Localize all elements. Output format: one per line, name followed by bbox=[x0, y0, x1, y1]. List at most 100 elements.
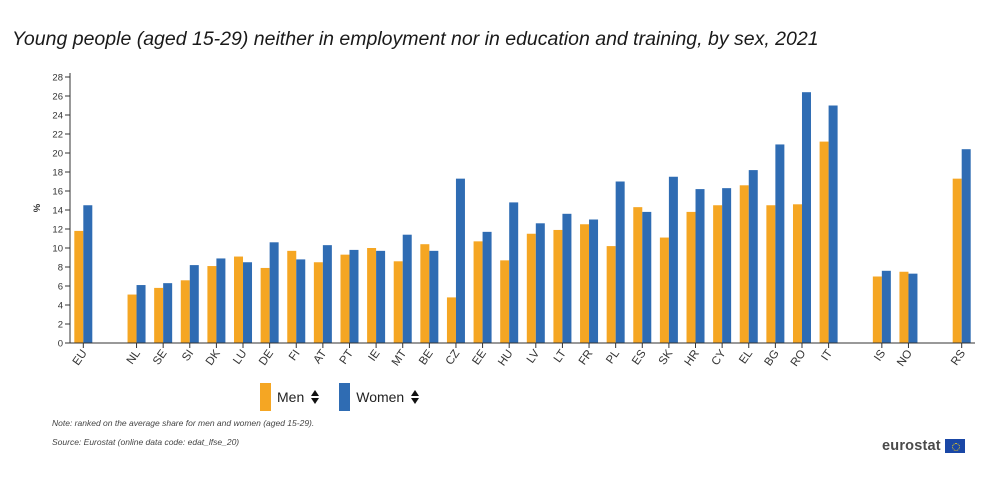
bar-women-be[interactable] bbox=[429, 250, 439, 343]
x-tick-label: IE bbox=[366, 348, 382, 364]
x-tick-label: EL bbox=[737, 347, 755, 366]
y-tick-label: 20 bbox=[52, 149, 63, 160]
bar-women-ee[interactable] bbox=[482, 231, 492, 343]
bar-women-is[interactable] bbox=[881, 270, 891, 343]
legend: Men Women bbox=[260, 383, 421, 411]
bar-men-rs[interactable] bbox=[952, 178, 962, 343]
bar-women-ro[interactable] bbox=[801, 92, 811, 343]
bar-women-pl[interactable] bbox=[615, 181, 625, 344]
bar-men-el[interactable] bbox=[739, 185, 749, 343]
bar-men-cy[interactable] bbox=[713, 205, 723, 343]
x-tick-label: SK bbox=[657, 348, 676, 368]
bar-men-it[interactable] bbox=[819, 141, 829, 343]
bar-men-nl[interactable] bbox=[127, 294, 137, 343]
y-tick-label: 0 bbox=[58, 339, 63, 350]
y-tick-label: 28 bbox=[52, 73, 63, 84]
bar-men-pt[interactable] bbox=[340, 254, 350, 343]
bar-women-no[interactable] bbox=[908, 273, 918, 343]
legend-label-women: Women bbox=[356, 389, 405, 405]
bar-women-at[interactable] bbox=[322, 245, 332, 343]
logo-text: eurostat bbox=[882, 438, 941, 454]
bar-women-bg[interactable] bbox=[775, 144, 785, 343]
bar-men-hr[interactable] bbox=[686, 211, 696, 343]
bar-men-ro[interactable] bbox=[792, 204, 802, 343]
bar-women-fi[interactable] bbox=[296, 259, 306, 343]
bar-women-mt[interactable] bbox=[402, 234, 412, 343]
legend-swatch-women bbox=[339, 383, 351, 411]
bar-women-lu[interactable] bbox=[243, 262, 253, 343]
x-tick-label: BE bbox=[417, 348, 436, 368]
y-tick-label: 16 bbox=[52, 187, 63, 198]
chart-source: Source: Eurostat (online data code: edat… bbox=[52, 437, 240, 447]
y-tick-label: 4 bbox=[58, 301, 63, 312]
bar-women-es[interactable] bbox=[642, 211, 652, 343]
legend-item-women[interactable]: Women bbox=[339, 383, 421, 411]
y-tick-label: 2 bbox=[58, 320, 63, 331]
bar-men-lt[interactable] bbox=[553, 229, 563, 343]
bar-women-pt[interactable] bbox=[349, 249, 359, 343]
bar-women-rs[interactable] bbox=[961, 149, 971, 343]
y-axis-label: % bbox=[32, 203, 43, 212]
bar-men-de[interactable] bbox=[260, 267, 270, 343]
x-tick-label: EE bbox=[470, 348, 489, 368]
bar-men-fi[interactable] bbox=[287, 250, 297, 343]
x-tick-label: NO bbox=[895, 348, 915, 369]
x-tick-label: PT bbox=[338, 348, 356, 367]
bar-women-it[interactable] bbox=[828, 105, 838, 344]
chart-title: Young people (aged 15-29) neither in emp… bbox=[12, 28, 819, 50]
bar-men-ie[interactable] bbox=[367, 248, 377, 343]
bar-men-mt[interactable] bbox=[393, 261, 403, 343]
x-tick-label: IT bbox=[819, 348, 835, 363]
x-tick-label: IS bbox=[872, 348, 888, 364]
legend-swatch-men bbox=[260, 383, 271, 411]
bar-men-hu[interactable] bbox=[500, 260, 510, 343]
bar-men-sk[interactable] bbox=[659, 237, 669, 343]
bar-men-is[interactable] bbox=[872, 276, 882, 344]
legend-label-men: Men bbox=[277, 389, 305, 405]
bar-women-eu[interactable] bbox=[83, 205, 93, 343]
sort-icon[interactable] bbox=[310, 390, 321, 404]
bar-women-hu[interactable] bbox=[509, 202, 519, 343]
bar-men-bg[interactable] bbox=[766, 205, 776, 343]
legend-item-men[interactable]: Men bbox=[260, 383, 321, 411]
x-tick-label: LT bbox=[552, 348, 569, 365]
bar-men-se[interactable] bbox=[154, 287, 164, 343]
bar-women-el[interactable] bbox=[748, 170, 758, 343]
bar-men-ee[interactable] bbox=[473, 241, 483, 343]
bar-women-ie[interactable] bbox=[376, 250, 386, 343]
bar-men-lu[interactable] bbox=[234, 256, 244, 343]
bar-men-eu[interactable] bbox=[74, 230, 84, 343]
chart-note: Note: ranked on the average share for me… bbox=[52, 418, 315, 428]
bar-women-cz[interactable] bbox=[455, 178, 465, 343]
bar-women-se[interactable] bbox=[163, 283, 173, 343]
y-tick-label: 8 bbox=[58, 263, 63, 274]
eu-flag-icon bbox=[944, 439, 965, 453]
x-tick-label: RO bbox=[789, 348, 809, 369]
bar-women-dk[interactable] bbox=[216, 258, 226, 343]
bar-women-fr[interactable] bbox=[589, 219, 599, 344]
bar-women-lv[interactable] bbox=[535, 223, 545, 343]
bar-men-si[interactable] bbox=[180, 280, 190, 343]
x-tick-label: CY bbox=[710, 348, 729, 368]
y-tick-label: 12 bbox=[52, 225, 63, 236]
bar-women-de[interactable] bbox=[269, 242, 279, 343]
bar-men-cz[interactable] bbox=[446, 297, 456, 343]
bar-women-cy[interactable] bbox=[722, 188, 732, 343]
bar-men-lv[interactable] bbox=[526, 233, 536, 343]
bar-men-be[interactable] bbox=[420, 244, 430, 343]
bar-women-si[interactable] bbox=[189, 265, 199, 343]
sort-icon[interactable] bbox=[410, 390, 421, 404]
bar-men-no[interactable] bbox=[899, 271, 909, 343]
bar-men-pl[interactable] bbox=[606, 246, 616, 343]
bar-men-at[interactable] bbox=[313, 262, 323, 343]
bar-men-es[interactable] bbox=[633, 207, 643, 343]
bar-women-nl[interactable] bbox=[136, 285, 146, 343]
bar-men-dk[interactable] bbox=[207, 266, 217, 343]
bar-women-lt[interactable] bbox=[562, 213, 572, 343]
x-tick-label: BG bbox=[762, 348, 781, 369]
bar-women-sk[interactable] bbox=[668, 176, 678, 343]
bar-women-hr[interactable] bbox=[695, 189, 705, 343]
x-tick-label: EU bbox=[71, 348, 90, 368]
bar-men-fr[interactable] bbox=[580, 224, 590, 343]
